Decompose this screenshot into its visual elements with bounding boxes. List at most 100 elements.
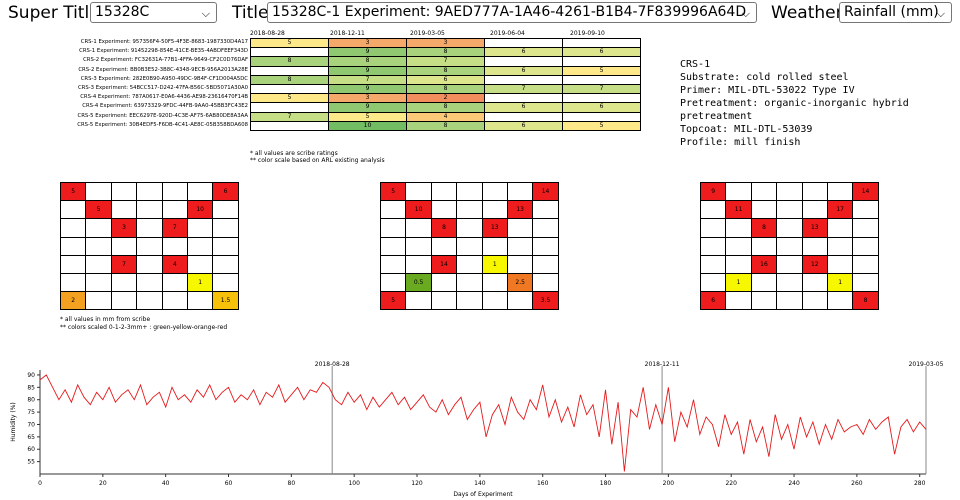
grid-cell (801, 291, 828, 311)
rating-cell: 9 (328, 65, 407, 76)
y-tick-label: 75 (27, 409, 35, 416)
grid-cell: 6 (699, 291, 727, 311)
rating-cell: 3 (328, 37, 407, 49)
grid-cell: 2 (59, 291, 87, 311)
rating-cell (562, 111, 641, 122)
grid-cell (59, 218, 87, 238)
grid-cell (750, 200, 778, 220)
grid-cell (110, 291, 138, 311)
chevron-down-icon: ⌵ (936, 7, 945, 20)
grid-cell (725, 236, 752, 256)
grid-cell: 1 (725, 272, 752, 293)
grid-cell (776, 272, 803, 293)
rating-cell (562, 56, 641, 67)
rating-cell: 9 (328, 47, 407, 58)
x-tick-label: 20 (99, 480, 107, 487)
grid-cell (776, 236, 803, 256)
grid-cell: 5 (379, 291, 407, 311)
rating-cell (484, 111, 563, 122)
grid-cell (379, 200, 407, 220)
x-tick-label: 280 (914, 480, 926, 487)
chevron-down-icon: ⌵ (741, 7, 750, 20)
ratings-table: 5 3 3 9 8 6 6 8 8 7 9 8 6 5 8 7 6 9 8 7 7 5 3 2 9 8 6 6 7 5 4 10 8 6 5 (250, 37, 641, 131)
ratings-note-2: ** color scale based on ARL existing ana… (250, 157, 385, 164)
grid-cell (405, 254, 432, 274)
grid-cell: 7 (110, 254, 138, 274)
grid-cell (379, 218, 407, 238)
rating-cell: 6 (406, 74, 485, 85)
grid-cell (532, 254, 559, 274)
grid-cell (481, 291, 508, 311)
grid-row: 2 1.5 (59, 291, 239, 311)
rating-cell: 3 (406, 37, 485, 49)
x-tick-label: 220 (725, 480, 737, 487)
grid-cell (136, 181, 163, 202)
rating-cell: 8 (406, 102, 485, 113)
grid-cell (826, 254, 854, 274)
date-marker-label: 2019-03-05 (909, 361, 944, 368)
grid-row: 11 17 (699, 200, 879, 220)
rating-cell: 5 (250, 37, 329, 49)
rating-cell (562, 93, 641, 104)
grid-cell (186, 218, 214, 238)
x-tick-label: 180 (600, 480, 612, 487)
rating-cell (250, 83, 329, 95)
grid-cell (456, 200, 483, 220)
ratings-date: 2018-12-11 (330, 30, 365, 37)
grid-cell: 2.5 (506, 272, 534, 293)
grid-cell (776, 254, 803, 274)
title-value: 15328C-1 Experiment: 9AED777A-1A46-4261-… (272, 4, 747, 20)
grid-cell (699, 254, 727, 274)
grid-cell (699, 272, 727, 293)
grid-cell (725, 181, 752, 202)
grid-cell (532, 272, 559, 293)
grid-cell: 3.5 (532, 291, 559, 311)
grid-cell (725, 291, 752, 311)
grid-cell: 17 (826, 200, 854, 220)
title-label: Title: (232, 3, 275, 23)
title-select[interactable]: 15328C-1 Experiment: 9AED777A-1A46-4261-… (267, 2, 757, 23)
rating-cell: 4 (406, 111, 485, 122)
grid-row: 16 12 (699, 254, 879, 274)
grid-cell: 6 (212, 181, 239, 202)
grid-cell: 7 (161, 218, 188, 238)
ratings-row-label: CRS-4 Experiment: 63973329-9FDC-44FB-9AA… (82, 103, 248, 110)
grid-cell (85, 181, 112, 202)
rating-cell: 8 (406, 65, 485, 76)
ratings-note-1: * all values are scribe ratings (250, 150, 338, 157)
grid-row: 8 13 (699, 218, 879, 238)
weather-select[interactable]: Rainfall (mm) ⌵ (839, 2, 952, 23)
grid-cell (506, 181, 534, 202)
meta-line: Profile: mill finish (680, 137, 801, 148)
grid-cell (136, 218, 163, 238)
rating-cell (484, 93, 563, 104)
grid-cell (379, 236, 407, 256)
rating-cell (484, 56, 563, 67)
grid-cell (852, 200, 879, 220)
y-tick-label: 70 (27, 421, 35, 428)
rating-cell: 8 (406, 120, 485, 131)
grid-cell: 1.5 (212, 291, 239, 311)
super-title-label: Super Title: (8, 3, 106, 23)
x-axis-label: Days of Experiment (453, 491, 513, 498)
grid-cell (110, 272, 138, 293)
grid-cell: 5 (59, 181, 87, 202)
rating-cell (250, 47, 329, 58)
grid-cell (776, 181, 803, 202)
grid-cell (59, 272, 87, 293)
ratings-date: 2019-06-04 (490, 30, 525, 37)
x-tick-label: 60 (225, 480, 233, 487)
rating-cell: 7 (406, 56, 485, 67)
rating-cell (562, 37, 641, 49)
meta-line: Pretreatment: organic-inorganic hybrid p… (680, 98, 909, 122)
grid-cell: 13 (801, 218, 828, 238)
grid-row: 1 (59, 272, 239, 293)
grid-row: 5 3.5 (379, 291, 559, 311)
super-title-select[interactable]: 15328C ⌵ (90, 2, 217, 23)
grid-cell (110, 236, 138, 256)
ratings-row: 10 8 6 5 (250, 120, 641, 131)
rating-cell: 7 (562, 83, 641, 95)
grid-cell (506, 254, 534, 274)
